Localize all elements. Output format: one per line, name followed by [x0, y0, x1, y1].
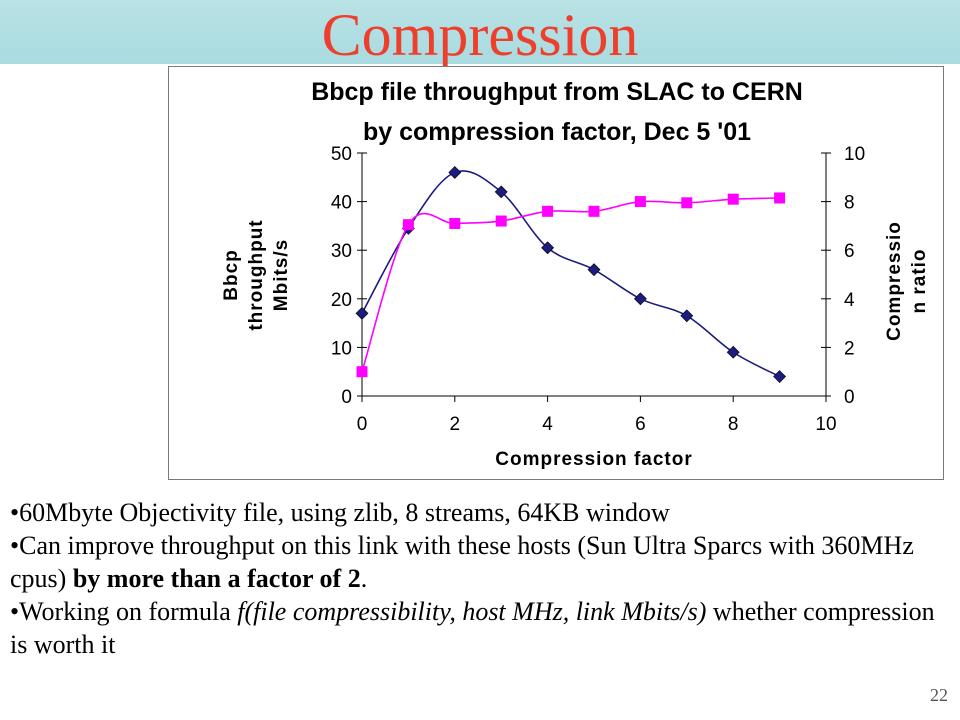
throughput-point [726, 345, 740, 359]
throughput-point [541, 241, 555, 255]
compression-ratio-point [449, 217, 461, 229]
y2-tick-label: 4 [844, 290, 855, 311]
y2-axis-label-line: Compressio [884, 221, 905, 341]
compression-ratio-point [634, 196, 646, 208]
x-axis-label: Compression factor [495, 449, 692, 470]
compression-ratio-point [356, 366, 368, 378]
y2-tick-label: 8 [844, 193, 855, 214]
throughput-point [773, 370, 787, 383]
x-tick-label: 0 [357, 414, 368, 435]
y-axis-label-line: Bbcp [221, 249, 242, 301]
x-tick-label: 4 [542, 414, 553, 435]
throughput-point [355, 306, 369, 320]
throughput-point [680, 309, 694, 323]
throughput-line [361, 170, 780, 378]
chart-subtitle: by compression factor, Dec 5 '01 [363, 118, 751, 146]
compression-ratio-point [495, 215, 507, 227]
title-bar [0, 0, 960, 64]
chart-frame: Bbcp file throughput from SLAC to CERN by… [168, 66, 944, 480]
chart-title: Bbcp file throughput from SLAC to CERN [311, 78, 803, 106]
compression-ratio-point [727, 193, 739, 205]
y-tick-label: 10 [331, 338, 352, 359]
bullet-3-text: •Working on formula [10, 597, 238, 626]
y2-tick-label: 6 [844, 241, 855, 262]
bullet-2-end: . [360, 564, 368, 593]
x-tick-label: 8 [728, 414, 739, 435]
y2-tick-label: 2 [844, 338, 855, 359]
y-axis-label-line: Mbits/s [271, 239, 292, 311]
throughput-point [587, 263, 601, 277]
compression-ratio-point [681, 197, 693, 209]
slide-title: Compression [321, 2, 639, 68]
bullet-list: •60Mbyte Objectivity file, using zlib, 8… [10, 496, 950, 661]
bullet-2: •Can improve throughput on this link wit… [10, 529, 950, 595]
throughput-point [448, 166, 462, 179]
y-axis-label-line: throughput [246, 219, 267, 330]
y2-axis-label-line: n ratio [909, 248, 930, 313]
compression-ratio-point [402, 219, 414, 231]
y-tick-label: 50 [331, 144, 352, 165]
bullet-1: •60Mbyte Objectivity file, using zlib, 8… [10, 498, 670, 527]
compression-ratio-line [361, 197, 780, 372]
chart: Bbcp file throughput from SLAC to CERN by… [221, 78, 930, 470]
y-tick-label: 40 [331, 193, 352, 214]
x-tick-label: 10 [815, 414, 836, 435]
x-tick-label: 6 [635, 414, 646, 435]
y2-tick-label: 0 [844, 387, 855, 408]
y2-tick-label: 10 [844, 144, 865, 165]
y-tick-label: 30 [331, 241, 352, 262]
bullet-3-formula: f(file compressibility, host MHz, link M… [237, 597, 707, 626]
x-tick-label: 2 [450, 414, 461, 435]
bullet-2-text: •Can improve throughput on this link wit… [10, 531, 914, 593]
compression-ratio-point [542, 205, 554, 217]
throughput-point [633, 292, 647, 306]
bullet-3: •Working on formula f(file compressibili… [10, 595, 950, 661]
slide-number: 22 [930, 685, 948, 705]
y-tick-label: 0 [341, 387, 352, 408]
compression-ratio-point [774, 192, 786, 204]
bullet-3-end: whether compression is worth it [10, 597, 935, 659]
bullet-2-emphasis: by more than a factor of 2 [72, 564, 361, 593]
compression-ratio-point [588, 205, 600, 217]
throughput-point [494, 185, 508, 199]
y-tick-label: 20 [331, 290, 352, 311]
